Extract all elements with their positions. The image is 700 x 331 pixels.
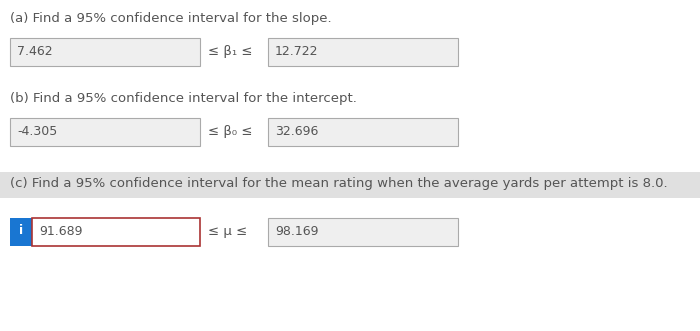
Text: (a) Find a 95% confidence interval for the slope.: (a) Find a 95% confidence interval for t… bbox=[10, 12, 332, 25]
Text: 7.462: 7.462 bbox=[17, 45, 52, 58]
FancyBboxPatch shape bbox=[32, 218, 200, 246]
Text: 32.696: 32.696 bbox=[275, 125, 318, 138]
FancyBboxPatch shape bbox=[10, 38, 200, 66]
FancyBboxPatch shape bbox=[10, 218, 32, 246]
Text: (c) Find a 95% confidence interval for the mean rating when the average yards pe: (c) Find a 95% confidence interval for t… bbox=[10, 177, 668, 190]
Text: ≤ μ ≤: ≤ μ ≤ bbox=[208, 225, 247, 238]
Text: ≤ β₁ ≤: ≤ β₁ ≤ bbox=[208, 45, 253, 58]
Text: 98.169: 98.169 bbox=[275, 225, 318, 238]
FancyBboxPatch shape bbox=[10, 118, 200, 146]
Text: 12.722: 12.722 bbox=[275, 45, 318, 58]
FancyBboxPatch shape bbox=[268, 218, 458, 246]
FancyBboxPatch shape bbox=[0, 172, 700, 198]
Text: i: i bbox=[19, 224, 23, 237]
Text: 91.689: 91.689 bbox=[39, 225, 83, 238]
Text: -4.305: -4.305 bbox=[17, 125, 57, 138]
FancyBboxPatch shape bbox=[268, 38, 458, 66]
FancyBboxPatch shape bbox=[268, 118, 458, 146]
Text: (b) Find a 95% confidence interval for the intercept.: (b) Find a 95% confidence interval for t… bbox=[10, 92, 357, 105]
Text: ≤ β₀ ≤: ≤ β₀ ≤ bbox=[208, 125, 253, 138]
